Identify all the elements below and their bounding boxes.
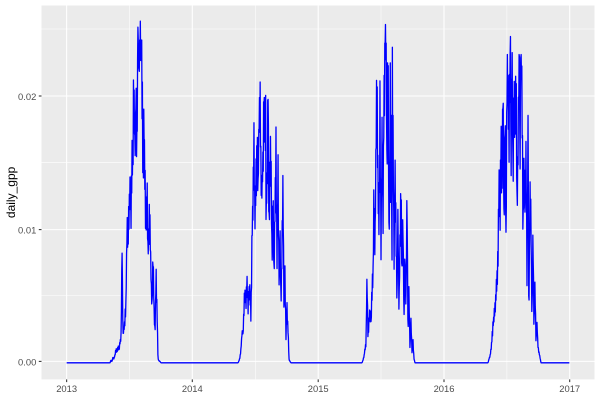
svg-text:0.02: 0.02 — [18, 91, 36, 102]
svg-text:0.01: 0.01 — [18, 225, 36, 236]
svg-text:2015: 2015 — [308, 383, 329, 394]
svg-text:2013: 2013 — [56, 383, 77, 394]
svg-text:daily_gpp: daily_gpp — [4, 166, 18, 218]
svg-text:0.00: 0.00 — [18, 356, 36, 367]
svg-text:2014: 2014 — [182, 383, 203, 394]
svg-text:2017: 2017 — [559, 383, 580, 394]
svg-text:2016: 2016 — [434, 383, 455, 394]
